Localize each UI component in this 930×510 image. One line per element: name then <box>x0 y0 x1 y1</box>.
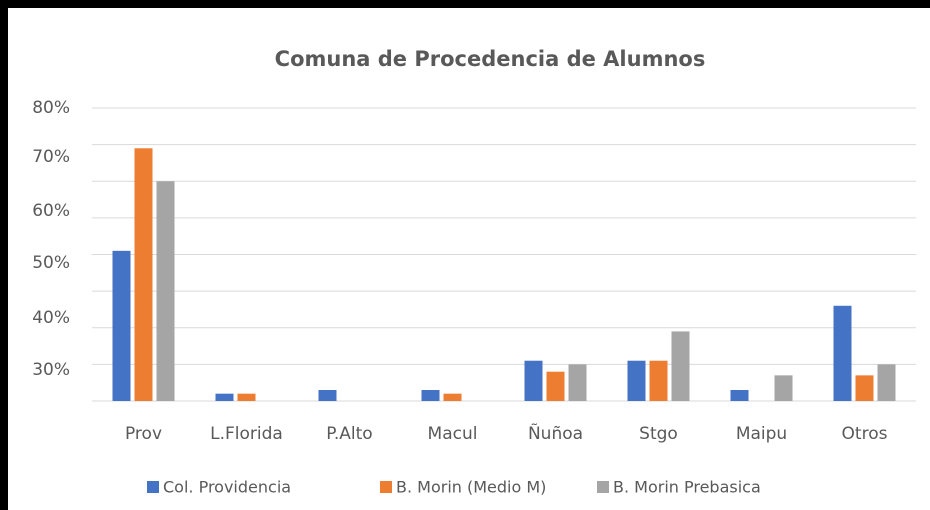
bar <box>671 331 690 401</box>
bar <box>237 393 256 401</box>
bar <box>421 390 440 401</box>
y-tick-label: 70% <box>32 147 70 167</box>
x-tick-label: Otros <box>842 424 888 444</box>
y-tick-label: 30% <box>32 360 70 380</box>
bar <box>546 371 565 401</box>
legend-swatch <box>380 481 392 493</box>
x-tick-label: Stgo <box>639 424 678 444</box>
bar <box>649 360 668 401</box>
bar <box>443 393 462 401</box>
bar <box>112 250 131 401</box>
legend-label: B. Morin (Medio M) <box>396 478 546 497</box>
bar <box>568 364 587 401</box>
x-tick-label: P.Alto <box>326 424 372 444</box>
legend-label: Col. Providencia <box>163 478 291 497</box>
legend-swatch <box>597 481 609 493</box>
bar <box>134 148 153 401</box>
bar <box>730 390 749 401</box>
bar <box>524 360 543 401</box>
legend-label: B. Morin Prebasica <box>613 478 761 497</box>
x-tick-label: Maipu <box>736 424 787 444</box>
bar <box>627 360 646 401</box>
bar <box>318 390 337 401</box>
bar <box>833 305 852 401</box>
x-tick-label: Macul <box>428 424 478 444</box>
x-tick-label: L.Florida <box>210 424 283 444</box>
y-tick-label: 50% <box>32 253 70 273</box>
y-tick-label: 40% <box>32 308 70 328</box>
bar <box>215 393 234 401</box>
x-tick-label: Prov <box>125 424 162 444</box>
bar <box>877 364 896 401</box>
y-tick-label: 80% <box>32 98 70 118</box>
bar <box>156 181 175 401</box>
bar <box>855 375 874 401</box>
bar <box>774 375 793 401</box>
legend-swatch <box>147 481 159 493</box>
chart-title: Comuna de Procedencia de Alumnos <box>275 47 706 71</box>
y-tick-label: 60% <box>32 201 70 221</box>
x-tick-label: Ñuñoa <box>528 422 583 444</box>
